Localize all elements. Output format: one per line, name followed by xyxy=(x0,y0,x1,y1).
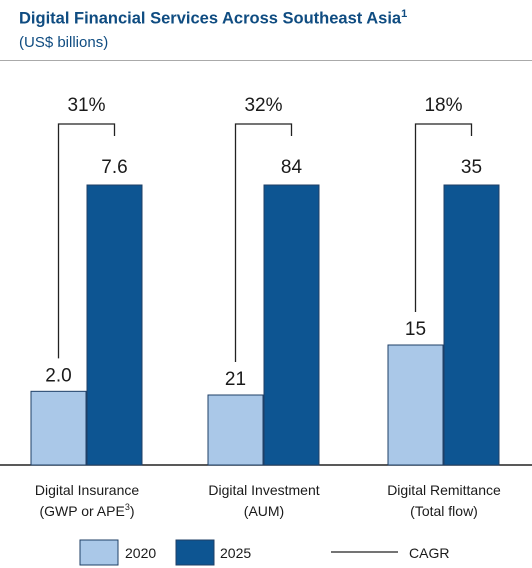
category-label-line1: Digital Insurance xyxy=(35,482,139,498)
chart-title: Digital Financial Services Across Southe… xyxy=(19,8,408,28)
cagr-label: 32% xyxy=(244,95,282,116)
bar-2020 xyxy=(30,390,87,466)
bar-2020 xyxy=(207,394,264,466)
category-label-line1: Digital Investment xyxy=(208,482,319,498)
category-label-line2-text: (Total flow) xyxy=(410,503,478,519)
data-label-2020: 2.0 xyxy=(45,365,71,386)
cagr-bracket xyxy=(57,123,116,359)
category-label-line2: (Total flow) xyxy=(410,503,478,519)
cagr-label: 31% xyxy=(67,95,105,116)
bar-2025 xyxy=(86,184,143,466)
category-label-line2: (GWP or APE3) xyxy=(39,502,134,519)
cagr-bracket xyxy=(414,123,473,312)
cagr-bracket xyxy=(234,123,293,362)
category-label-superscript: 3 xyxy=(125,502,130,512)
cagr-label: 18% xyxy=(424,95,462,116)
data-label-2025: 84 xyxy=(281,157,303,178)
data-label-2020: 21 xyxy=(225,369,246,390)
category-label-line2-text: (AUM) xyxy=(244,503,284,519)
legend-label-2025: 2025 xyxy=(220,545,251,561)
data-label-2025: 7.6 xyxy=(101,157,127,178)
bar-2020 xyxy=(387,344,444,466)
category-label-line1: Digital Remittance xyxy=(387,482,501,498)
legend-label-2020: 2020 xyxy=(125,545,156,561)
category-label-line2-end: ) xyxy=(130,503,135,519)
legend-label-cagr: CAGR xyxy=(409,545,449,561)
header-divider xyxy=(0,60,532,61)
legend-swatch-2020 xyxy=(79,539,119,566)
legend-swatch-2025 xyxy=(175,539,215,566)
bar-2025 xyxy=(263,184,320,466)
category-label-line2: (AUM) xyxy=(244,503,284,519)
data-label-2020: 15 xyxy=(405,319,426,340)
data-label-2025: 35 xyxy=(461,157,482,178)
bar-2025 xyxy=(443,184,500,466)
category-label-line2-text: (GWP or APE xyxy=(39,503,124,519)
chart-subtitle: (US$ billions) xyxy=(19,34,109,51)
